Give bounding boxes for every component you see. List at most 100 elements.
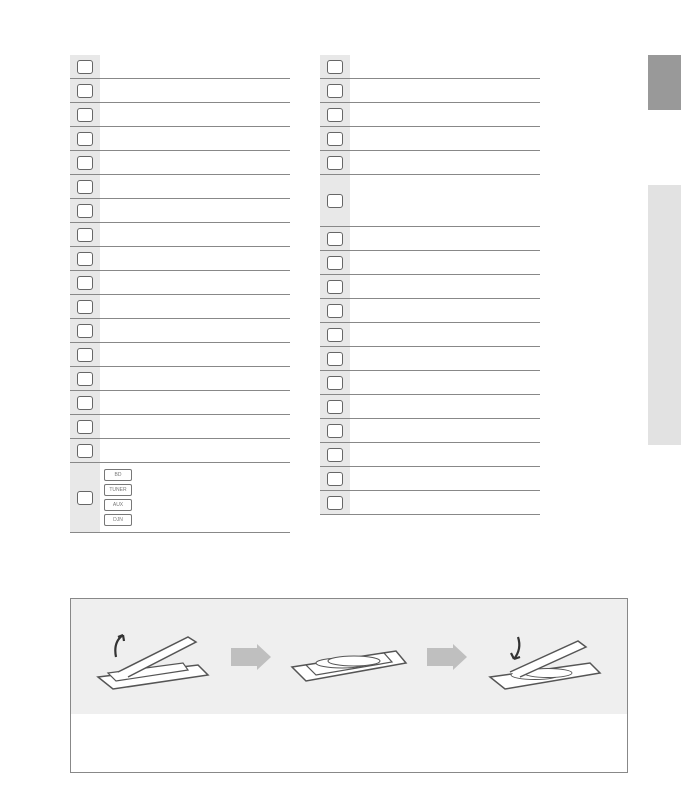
button-icon bbox=[77, 108, 93, 122]
table-row bbox=[70, 151, 290, 175]
button-icon-cell bbox=[70, 439, 100, 462]
button-icon bbox=[77, 444, 93, 458]
button-icon-cell bbox=[70, 295, 100, 318]
button-label bbox=[100, 127, 290, 150]
table-row bbox=[70, 271, 290, 295]
button-icon-cell bbox=[70, 463, 100, 532]
button-label bbox=[350, 419, 540, 442]
button-label bbox=[100, 271, 290, 294]
button-label bbox=[350, 227, 540, 250]
button-label bbox=[350, 467, 540, 490]
button-icon bbox=[77, 420, 93, 434]
button-icon-cell bbox=[320, 55, 350, 78]
button-icon-cell bbox=[70, 319, 100, 342]
table-row bbox=[70, 127, 290, 151]
remote-step2-illustration bbox=[284, 617, 414, 697]
button-label bbox=[350, 151, 540, 174]
button-icon-cell bbox=[320, 175, 350, 226]
button-label bbox=[100, 79, 290, 102]
table-row bbox=[320, 395, 540, 419]
button-icon-cell bbox=[70, 343, 100, 366]
button-icon bbox=[77, 324, 93, 338]
button-icon-cell bbox=[320, 395, 350, 418]
button-label bbox=[350, 347, 540, 370]
table-row bbox=[320, 175, 540, 227]
button-label bbox=[140, 463, 290, 532]
button-icon bbox=[327, 256, 343, 270]
button-label bbox=[350, 79, 540, 102]
button-label bbox=[350, 491, 540, 514]
table-row bbox=[70, 391, 290, 415]
button-icon bbox=[327, 496, 343, 510]
button-icon bbox=[327, 280, 343, 294]
button-icon-cell bbox=[70, 79, 100, 102]
button-icon bbox=[327, 232, 343, 246]
button-icon bbox=[327, 400, 343, 414]
arrow-icon bbox=[231, 644, 271, 670]
button-label bbox=[100, 175, 290, 198]
button-label bbox=[350, 323, 540, 346]
button-icon bbox=[77, 396, 93, 410]
remote-button-tables: BDTUNERAUXDJN bbox=[70, 55, 550, 533]
table-row bbox=[70, 439, 290, 463]
button-icon-cell bbox=[320, 419, 350, 442]
button-icon bbox=[327, 84, 343, 98]
button-icon-cell bbox=[70, 391, 100, 414]
table-row bbox=[70, 319, 290, 343]
button-icon bbox=[327, 60, 343, 74]
button-label bbox=[350, 443, 540, 466]
button-icon-cell bbox=[70, 55, 100, 78]
button-icon-cell bbox=[320, 491, 350, 514]
table-row bbox=[70, 415, 290, 439]
button-icon-cell bbox=[320, 323, 350, 346]
button-label bbox=[350, 175, 540, 226]
button-label bbox=[100, 415, 290, 438]
button-label bbox=[100, 319, 290, 342]
table-row bbox=[320, 275, 540, 299]
function-chip: DJN bbox=[104, 514, 132, 526]
button-icon-cell bbox=[320, 251, 350, 274]
table-row bbox=[320, 151, 540, 175]
battery-illustration-row bbox=[71, 599, 627, 714]
button-icon-cell bbox=[70, 175, 100, 198]
button-label bbox=[100, 55, 290, 78]
battery-install-panel bbox=[70, 598, 628, 773]
table-row bbox=[320, 419, 540, 443]
button-label bbox=[100, 199, 290, 222]
button-icon-cell bbox=[70, 271, 100, 294]
button-icon-cell bbox=[320, 467, 350, 490]
table-row bbox=[320, 227, 540, 251]
table-row bbox=[70, 79, 290, 103]
button-label bbox=[350, 371, 540, 394]
table-row bbox=[320, 55, 540, 79]
table-row bbox=[70, 367, 290, 391]
table-row bbox=[320, 443, 540, 467]
button-icon-cell bbox=[320, 347, 350, 370]
button-icon bbox=[77, 180, 93, 194]
button-icon-cell bbox=[320, 443, 350, 466]
button-label bbox=[350, 395, 540, 418]
button-icon bbox=[77, 348, 93, 362]
button-icon-cell bbox=[320, 275, 350, 298]
button-icon-cell bbox=[320, 299, 350, 322]
left-column: BDTUNERAUXDJN bbox=[70, 55, 290, 533]
table-row bbox=[320, 371, 540, 395]
button-icon bbox=[77, 60, 93, 74]
button-icon-cell bbox=[320, 227, 350, 250]
side-tab bbox=[648, 55, 681, 110]
button-icon bbox=[77, 228, 93, 242]
button-icon bbox=[327, 424, 343, 438]
button-icon bbox=[327, 352, 343, 366]
button-icon bbox=[327, 376, 343, 390]
button-icon bbox=[77, 372, 93, 386]
function-stack: BDTUNERAUXDJN bbox=[100, 465, 136, 530]
button-label bbox=[100, 223, 290, 246]
function-chip: AUX bbox=[104, 499, 132, 511]
table-row bbox=[70, 199, 290, 223]
button-icon-cell bbox=[320, 79, 350, 102]
button-icon bbox=[327, 328, 343, 342]
button-label bbox=[100, 151, 290, 174]
remote-step1-illustration bbox=[88, 617, 218, 697]
button-icon-cell bbox=[320, 371, 350, 394]
table-row bbox=[320, 491, 540, 515]
